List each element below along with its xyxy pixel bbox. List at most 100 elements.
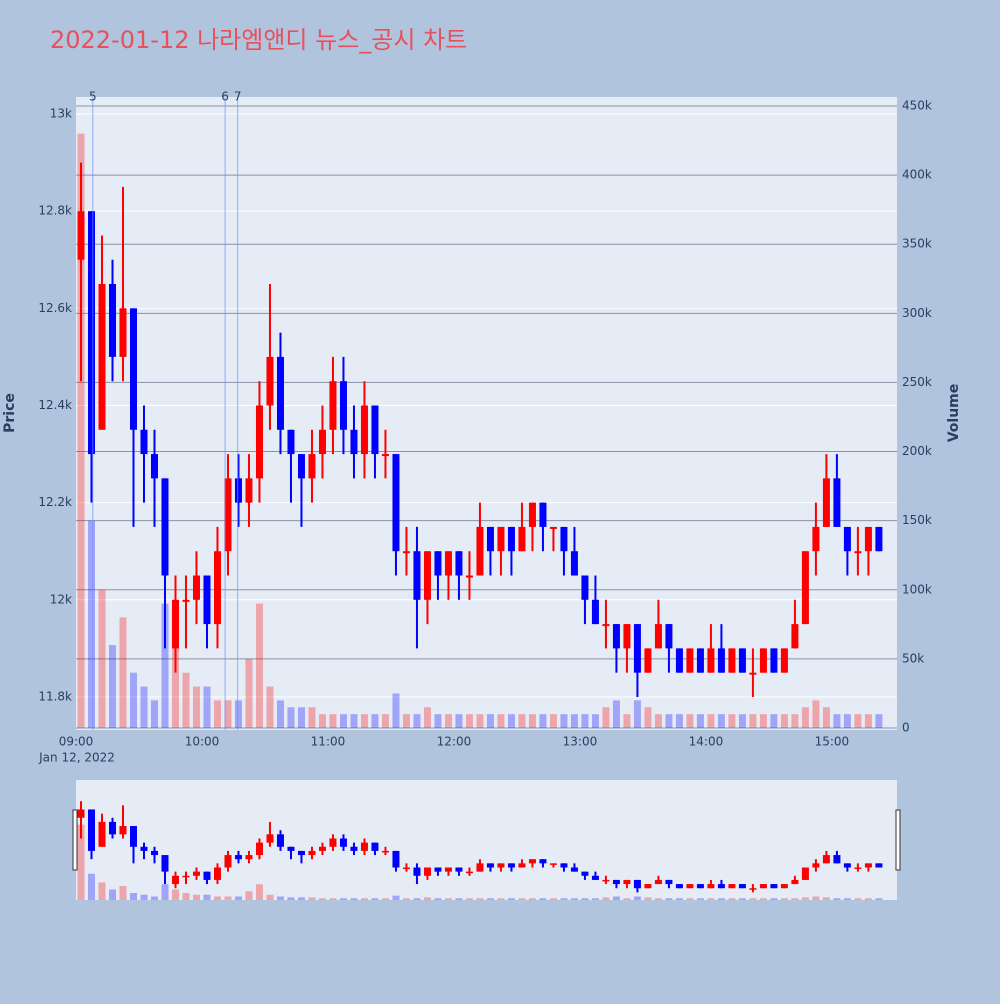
volume-bar	[549, 714, 557, 728]
y-tick-label: 13k	[50, 107, 72, 121]
volume-bar-mini	[77, 824, 85, 900]
candle-body	[801, 551, 809, 625]
candle-body	[654, 624, 662, 649]
slider-handle[interactable]	[895, 809, 901, 871]
candle-body-mini	[266, 834, 274, 843]
volume-bar-mini	[759, 898, 767, 900]
volume-bar	[738, 714, 746, 728]
candle-body-mini	[150, 850, 158, 856]
volume-bar	[486, 714, 494, 728]
volume-bar-mini	[549, 898, 557, 900]
volume-bar-mini	[87, 873, 95, 900]
volume-bar	[686, 714, 694, 728]
volume-bar	[234, 700, 242, 728]
volume-bar-mini	[875, 898, 883, 900]
volume-bar	[864, 714, 872, 728]
volume-bar-mini	[591, 898, 599, 900]
candle-body-mini	[224, 855, 232, 868]
y-tick-label: 12.2k	[38, 495, 72, 509]
volume-bar	[371, 714, 379, 728]
candle-body	[549, 526, 557, 529]
volume-bar-mini	[329, 898, 337, 900]
candle-body-mini	[875, 863, 883, 868]
annotation-label: 6	[221, 90, 229, 104]
candle-body	[780, 648, 788, 673]
volume-bar	[444, 714, 452, 728]
plot-area	[76, 97, 897, 730]
volume-bar-mini	[707, 898, 715, 900]
candle-body-mini	[549, 863, 557, 865]
candle-body-mini	[518, 863, 526, 868]
candle-body	[791, 624, 799, 649]
candle-body	[224, 478, 232, 552]
candle-body-mini	[161, 855, 169, 872]
candle-body-mini	[665, 879, 673, 885]
volume-bar-mini	[402, 898, 410, 900]
candle-body	[392, 454, 400, 552]
candle-body	[717, 648, 725, 673]
slider-handle[interactable]	[72, 809, 78, 871]
volume-bar	[654, 714, 662, 728]
x-tick-label: 10:00	[185, 735, 220, 749]
candle-body	[98, 284, 106, 430]
candle-body-mini	[423, 867, 431, 876]
volume-bar	[581, 714, 589, 728]
x-tick-label: 15:00	[815, 735, 850, 749]
volume-bar	[591, 714, 599, 728]
chart-title: 2022-01-12 나라엠앤디 뉴스_공시 차트	[50, 26, 467, 54]
candle-body	[738, 648, 746, 673]
y2-tick-label: 250k	[902, 375, 932, 389]
volume-bar-mini	[381, 898, 389, 900]
volume-bar	[602, 707, 610, 728]
candle-body	[518, 526, 526, 552]
volume-bar	[140, 686, 148, 728]
candle-body	[108, 284, 116, 357]
candle-body	[77, 211, 85, 260]
volume-bar-mini	[696, 898, 704, 900]
candle-body	[119, 308, 127, 357]
y-tick-label: 11.8k	[38, 689, 72, 703]
volume-bar	[465, 714, 473, 728]
candle-body	[854, 551, 862, 554]
candle-body-mini	[465, 871, 473, 874]
volume-bar-mini	[602, 897, 610, 900]
range-slider[interactable]	[76, 780, 897, 900]
volume-bar	[791, 714, 799, 728]
volume-bar	[255, 603, 263, 728]
volume-bar	[297, 707, 305, 728]
candle-body	[234, 478, 242, 503]
y-tick-label: 12k	[50, 592, 72, 606]
volume-bar-mini	[98, 882, 106, 900]
candle-body-mini	[486, 863, 494, 868]
volume-bar	[518, 714, 526, 728]
candle-body	[812, 526, 820, 552]
y2-tick-label: 350k	[902, 237, 932, 251]
candle-body-mini	[318, 846, 326, 851]
candle-body-mini	[602, 879, 610, 882]
candle-body-mini	[77, 809, 85, 818]
volume-bar	[455, 714, 463, 728]
candle-body-mini	[749, 888, 757, 890]
volume-bar	[171, 645, 179, 728]
candle-body-mini	[570, 867, 578, 872]
volume-bar	[287, 707, 295, 728]
volume-bar	[329, 714, 337, 728]
candle-body-mini	[87, 809, 95, 851]
y2-tick-label: 0	[902, 721, 910, 735]
candle-body-mini	[728, 884, 736, 889]
candle-body-mini	[633, 879, 641, 889]
candle-body-mini	[707, 884, 715, 889]
volume-bar	[759, 714, 767, 728]
candle-body	[822, 478, 830, 527]
candle-body-mini	[234, 855, 242, 860]
volume-bar-mini	[108, 889, 116, 900]
candle-body-mini	[591, 875, 599, 880]
volume-bar-mini	[413, 898, 421, 900]
volume-bar-mini	[612, 896, 620, 900]
volume-bar	[612, 700, 620, 728]
annotation-label: 7	[234, 90, 242, 104]
volume-bar	[129, 672, 137, 728]
candle-body-mini	[654, 879, 662, 885]
volume-bar	[339, 714, 347, 728]
candle-body-mini	[675, 884, 683, 889]
